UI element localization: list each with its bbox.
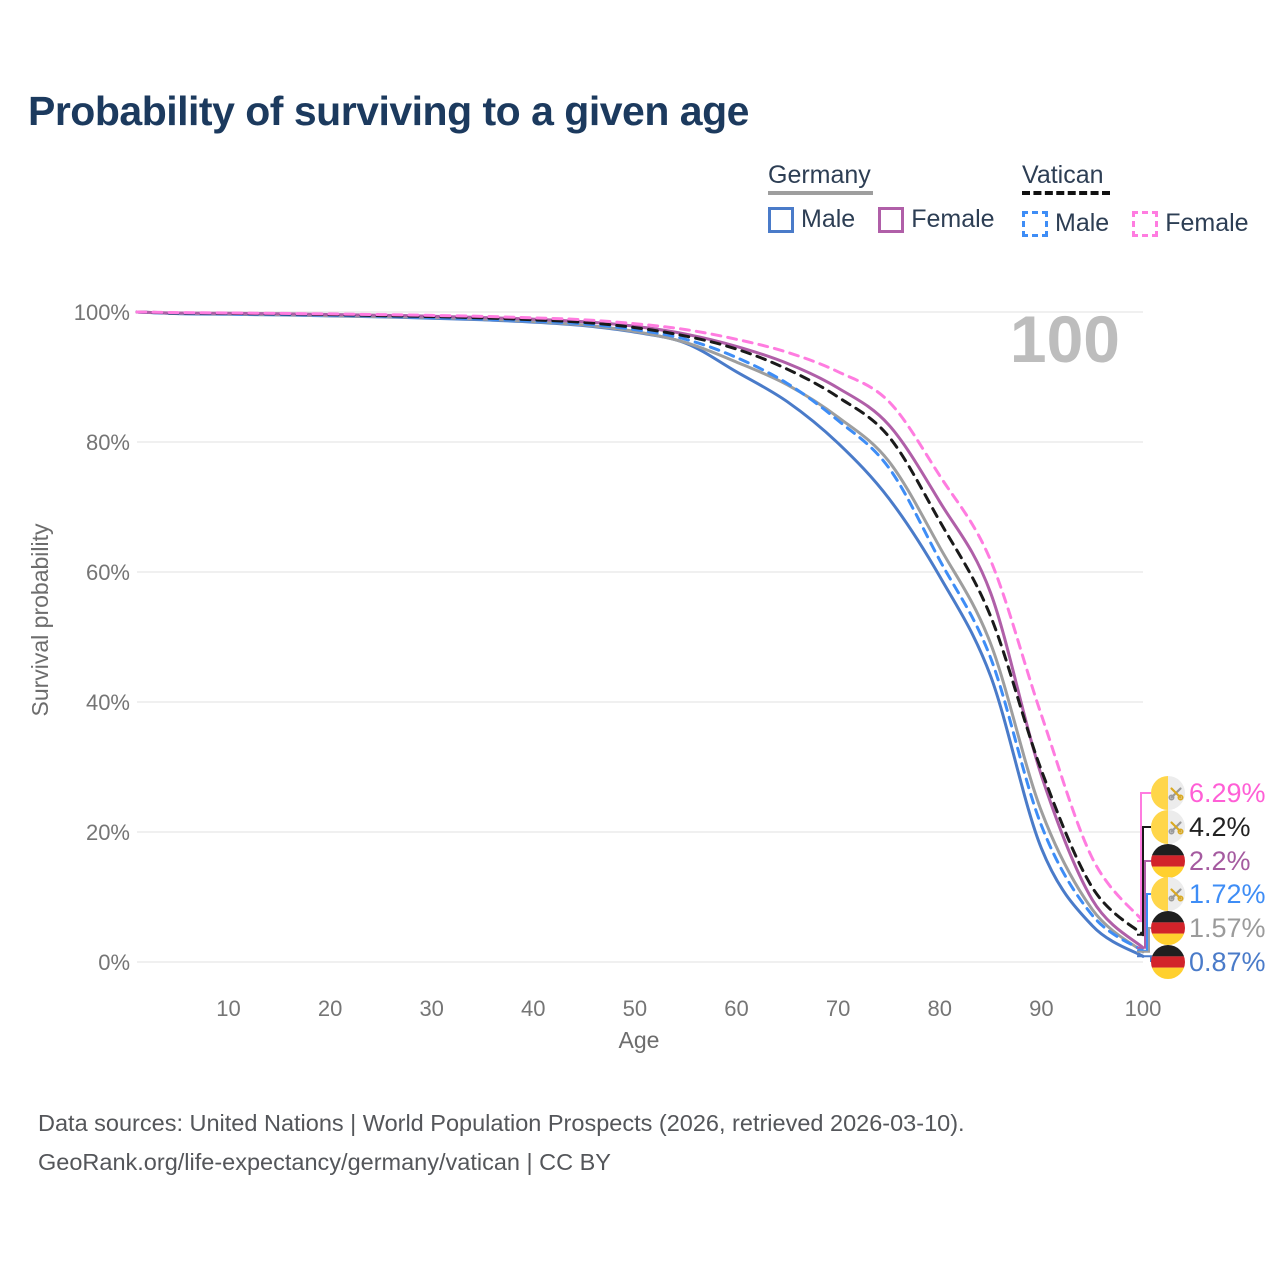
y-tick-label: 80% bbox=[86, 430, 130, 455]
legend-label-germany-female[interactable]: Female bbox=[911, 205, 995, 233]
end-label-values: 6.29% 4.2% 2.2%1.72% 1.57% 0.87% bbox=[1189, 778, 1266, 977]
legend-swatch-vatican-female[interactable] bbox=[1132, 210, 1159, 237]
x-tick-label: 20 bbox=[318, 996, 342, 1021]
legend-group-vatican: Vatican Male Female bbox=[1022, 162, 1249, 238]
series-line-germany_female bbox=[135, 310, 1145, 950]
x-tick-label: 70 bbox=[826, 996, 850, 1021]
legend-vatican-line-swatch bbox=[1022, 191, 1110, 199]
x-tick-label: 50 bbox=[623, 996, 647, 1021]
germany-flag-icon bbox=[1151, 911, 1185, 945]
connector-vatican_female bbox=[1137, 792, 1151, 923]
footer: Data sources: United Nations | World Pop… bbox=[38, 1104, 965, 1182]
x-tick-label: 60 bbox=[724, 996, 748, 1021]
vatican-flag-icon bbox=[1151, 776, 1185, 810]
germany-flag-icon bbox=[1151, 844, 1185, 878]
data-source-text: Data sources: United Nations | World Pop… bbox=[38, 1110, 965, 1136]
legend-label-vatican-female[interactable]: Female bbox=[1165, 209, 1249, 237]
connector-germany_female bbox=[1137, 860, 1151, 949]
legend-label-germany-male[interactable]: Male bbox=[801, 205, 856, 233]
y-tick-label: 0% bbox=[98, 950, 130, 975]
connector-germany_total bbox=[1137, 927, 1151, 953]
legend-label-vatican-male[interactable]: Male bbox=[1055, 209, 1110, 237]
y-axis-tick-labels: 0% 20% 40% 60% 80% 100% bbox=[74, 300, 130, 975]
source-link[interactable]: GeoRank.org/life-expectancy/germany/vati… bbox=[38, 1149, 611, 1175]
legend-vatican-header: Vatican bbox=[1022, 161, 1104, 189]
legend-swatch-germany-female[interactable] bbox=[878, 206, 905, 233]
x-tick-label: 100 bbox=[1125, 996, 1162, 1021]
vatican-flag-icon bbox=[1151, 810, 1185, 844]
legend-swatch-vatican-male[interactable] bbox=[1022, 210, 1048, 237]
series-line-germany_male bbox=[135, 310, 1145, 958]
series-line-vatican_male bbox=[135, 310, 1145, 953]
end-value-vatican_female: 6.29% bbox=[1189, 778, 1266, 808]
x-axis-title: Age bbox=[619, 1027, 660, 1053]
series-curves bbox=[135, 310, 1145, 958]
y-tick-label: 20% bbox=[86, 820, 130, 845]
page-title: Probability of surviving to a given age bbox=[28, 88, 749, 134]
legend-group-germany: Germany Male Female bbox=[768, 162, 995, 234]
end-label-connectors bbox=[1137, 792, 1152, 962]
x-tick-label: 30 bbox=[419, 996, 443, 1021]
gridlines bbox=[137, 311, 1143, 963]
end-label-flags bbox=[1151, 776, 1185, 979]
age-watermark: 100 bbox=[1010, 302, 1120, 376]
y-axis-title: Survival probability bbox=[27, 523, 53, 717]
series-line-germany_total bbox=[135, 310, 1145, 954]
legend-swatch-germany-male[interactable] bbox=[768, 206, 794, 233]
x-tick-label: 40 bbox=[521, 996, 545, 1021]
x-tick-label: 10 bbox=[216, 996, 240, 1021]
series-line-vatican_total bbox=[135, 310, 1145, 937]
end-value-germany_female: 2.2% bbox=[1189, 846, 1251, 876]
x-axis-tick-labels: 10 20 30 40 50 60 70 80 90 100 bbox=[216, 996, 1161, 1021]
germany-flag-icon bbox=[1151, 945, 1185, 979]
connector-germany_male bbox=[1137, 955, 1152, 962]
connector-vatican_total bbox=[1137, 826, 1151, 936]
y-tick-label: 40% bbox=[86, 690, 130, 715]
y-tick-label: 100% bbox=[74, 300, 130, 325]
x-tick-label: 80 bbox=[928, 996, 952, 1021]
legend-germany-line-swatch bbox=[768, 191, 873, 195]
vatican-flag-icon bbox=[1151, 877, 1185, 911]
end-value-germany_male: 0.87% bbox=[1189, 947, 1266, 977]
legend-germany-header: Germany bbox=[768, 161, 871, 189]
series-line-vatican_female bbox=[135, 310, 1145, 923]
x-tick-label: 90 bbox=[1029, 996, 1053, 1021]
end-value-vatican_total: 4.2% bbox=[1189, 812, 1251, 842]
y-tick-label: 60% bbox=[86, 560, 130, 585]
end-value-germany_total: 1.57% bbox=[1189, 913, 1266, 943]
end-value-vatican_male: 1.72% bbox=[1189, 879, 1266, 909]
